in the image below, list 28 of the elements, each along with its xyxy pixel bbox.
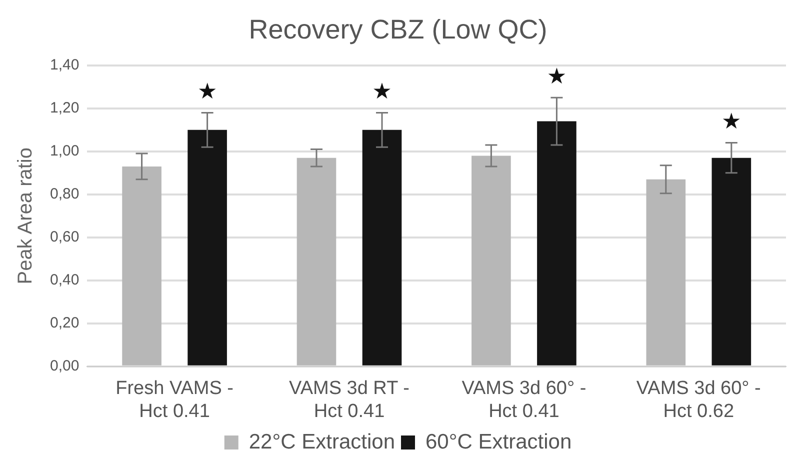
y-tick-label: 0,40 [50,272,80,289]
annotation: ★ [722,110,742,135]
x-tick-label: Fresh VAMS - Hct 0.41 [116,378,234,422]
legend-label: 22°C Extraction [248,430,396,454]
x-tick-label: VAMS 3d 60° - Hct 0.41 [462,378,586,422]
bar [712,158,752,366]
y-axis-title: Peak Area ratio [14,148,37,284]
x-tick-label: VAMS 3d RT - Hct 0.41 [289,378,410,422]
annotation: ★ [546,64,567,90]
chart-title: Recovery CBZ (Low QC) [248,14,548,45]
y-tick-label: 0,60 [50,228,80,246]
y-tick-label: 0,00 [50,358,80,375]
bar [362,130,402,366]
y-tick-label: 1,20 [50,100,80,117]
bar [472,156,511,366]
bar [122,166,162,366]
bar [537,121,576,366]
y-tick-label: 1,00 [50,142,80,160]
bar [296,158,336,366]
annotation: ★ [372,79,392,104]
y-tick-label: 1,40 [50,56,80,74]
y-tick-label: 0,80 [50,186,80,203]
x-tick-label: VAMS 3d 60° - Hct 0.62 [636,378,761,422]
legend-label: 60°C Extraction [426,430,572,454]
bar [646,179,686,366]
y-tick-label: 0,20 [50,314,80,332]
annotation: ★ [197,79,218,104]
bar [188,130,227,366]
